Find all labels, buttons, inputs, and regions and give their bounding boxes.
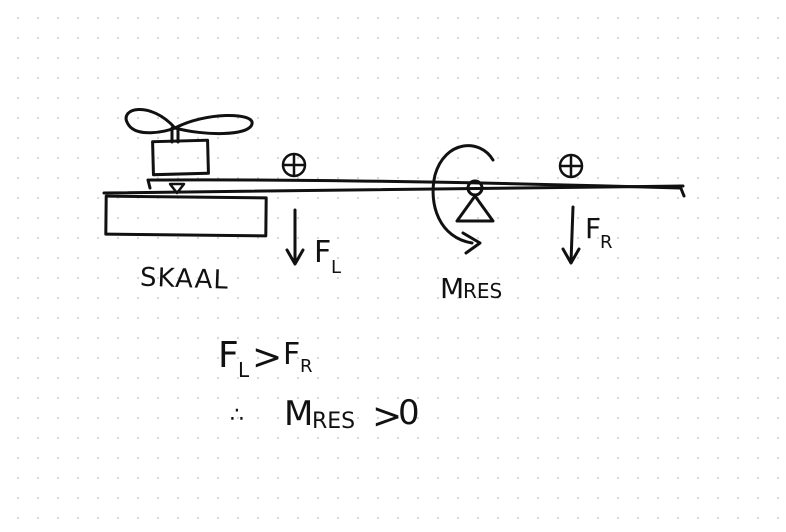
center-of-mass-left-icon [281,152,307,178]
scale-label: SKAAL [140,263,230,296]
svg-text:F: F [218,335,239,376]
force-right-label: F R [585,212,613,253]
svg-text:M: M [284,394,313,434]
conclusion-line-2: ∴ M RES > 0 [230,393,420,437]
svg-text:RES: RES [312,409,355,434]
motor-block [151,138,210,177]
svg-text:F: F [314,235,331,270]
center-of-mass-right-icon [558,153,584,179]
beam [102,178,686,198]
force-left-arrow [285,208,305,266]
svg-text:>: > [372,396,402,437]
svg-text:0: 0 [398,393,420,433]
svg-text:R: R [300,356,313,377]
svg-text:∴: ∴ [230,403,244,428]
conclusion-line-1: F L > F R [218,335,313,382]
moment-label: M RES [440,272,502,305]
svg-text:R: R [600,232,613,253]
scale-block [104,194,268,238]
pivot-triangle-icon [455,179,495,223]
svg-text:M: M [440,272,464,305]
svg-text:>: > [252,337,282,378]
force-left-label: F L [314,235,341,278]
svg-text:F: F [283,337,300,372]
svg-text:L: L [238,358,250,382]
force-right-arrow [561,205,581,265]
svg-text:L: L [331,257,341,278]
propeller-icon [124,108,254,144]
svg-text:RES: RES [463,279,502,303]
svg-text:F: F [585,212,601,245]
motor-pivot-marker [168,182,186,195]
moment-arrow-icon [431,144,495,255]
